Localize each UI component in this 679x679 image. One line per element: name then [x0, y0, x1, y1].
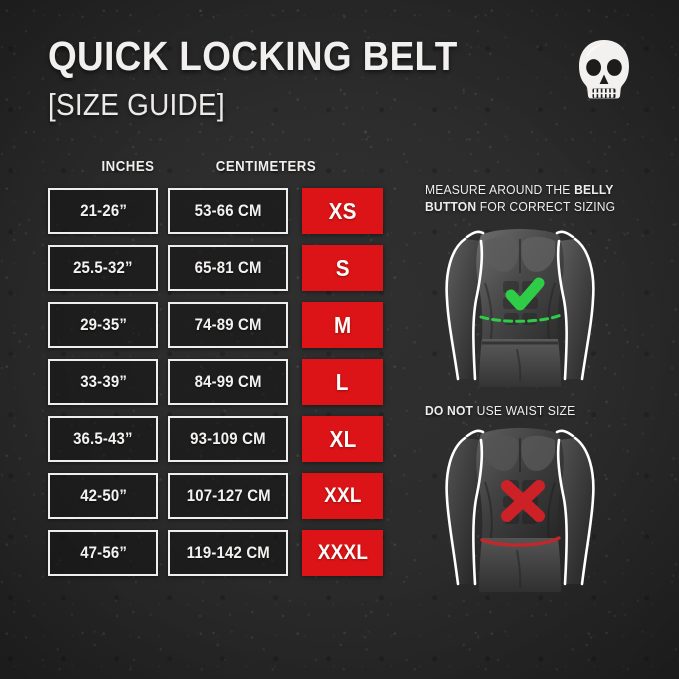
incorrect-torso-figure [425, 424, 630, 594]
cell-centimeters: 107-127 CM [168, 473, 289, 519]
caption-bold-text: BELLY BUTTON [425, 182, 614, 214]
size-badge-label: L [336, 368, 350, 395]
measurement-guide-panel: MEASURE AROUND THE BELLY BUTTON FOR CORR… [425, 182, 650, 594]
cell-centimeters: 74-89 CM [168, 302, 289, 348]
cell-centimeters-value: 53-66 CM [194, 201, 262, 220]
size-badge-label: XXXL [317, 541, 368, 564]
size-badge-label: XL [329, 425, 357, 452]
caption-bold-text-2: DO NOT [425, 403, 474, 419]
cell-centimeters: 119-142 CM [168, 530, 289, 576]
size-badge-xxxl: XXXL [302, 530, 383, 576]
table-row: 36.5-43” 93-109 CM XL [48, 416, 383, 462]
cell-centimeters: 65-81 CM [168, 245, 289, 291]
column-header-inches: INCHES [101, 158, 155, 175]
cell-centimeters-value: 65-81 CM [194, 258, 262, 277]
page-title: QUICK LOCKING BELT [48, 33, 458, 79]
cell-inches: 29-35” [48, 302, 159, 348]
size-badge-label: M [333, 311, 352, 338]
cell-inches: 47-56” [48, 530, 159, 576]
cell-inches: 33-39” [48, 359, 159, 405]
size-badge-xl: XL [302, 416, 383, 462]
cell-inches-value: 42-50” [79, 486, 127, 505]
cell-centimeters: 84-99 CM [168, 359, 289, 405]
size-badge-l: L [302, 359, 383, 405]
dashed-green-measure-line [479, 313, 563, 323]
cell-inches: 25.5-32” [48, 245, 159, 291]
table-row: 21-26” 53-66 CM XS [48, 188, 383, 234]
table-row: 25.5-32” 65-81 CM S [48, 245, 383, 291]
cell-centimeters: 93-109 CM [168, 416, 289, 462]
cell-inches-value: 36.5-43” [73, 429, 133, 448]
cell-centimeters-value: 84-99 CM [194, 372, 262, 391]
caption-lead-text: MEASURE AROUND THE [425, 182, 575, 197]
caption-tail-text: FOR CORRECT SIZING [476, 198, 616, 214]
size-badge-label: S [335, 254, 350, 281]
caption-tail-text-2: USE WAIST SIZE [473, 403, 576, 419]
cell-inches-value: 47-56” [79, 543, 127, 562]
skull-icon [575, 38, 633, 110]
cell-inches-value: 25.5-32” [73, 258, 133, 277]
size-badge-s: S [302, 245, 383, 291]
cell-inches-value: 33-39” [79, 372, 127, 391]
correct-torso-figure [425, 221, 630, 391]
size-badge-m: M [302, 302, 383, 348]
cell-centimeters-value: 119-142 CM [186, 543, 270, 562]
green-check-icon [505, 277, 545, 311]
cell-centimeters-value: 93-109 CM [190, 429, 267, 448]
cell-inches-value: 29-35” [79, 315, 127, 334]
table-row: 47-56” 119-142 CM XXXL [48, 530, 383, 576]
table-row: 42-50” 107-127 CM XXL [48, 473, 383, 519]
size-badge-xs: XS [302, 188, 383, 234]
table-row: 29-35” 74-89 CM M [48, 302, 383, 348]
cell-inches: 21-26” [48, 188, 159, 234]
size-badge-label: XS [328, 197, 357, 224]
red-cross-icon [501, 479, 545, 522]
correct-measure-caption: MEASURE AROUND THE BELLY BUTTON FOR CORR… [425, 182, 634, 215]
size-badge-xxl: XXL [302, 473, 383, 519]
incorrect-measure-caption: DO NOT USE WAIST SIZE [425, 403, 634, 420]
page-subtitle: [SIZE GUIDE] [48, 87, 225, 122]
cell-centimeters-value: 107-127 CM [186, 486, 271, 505]
column-header-centimeters: CENTIMETERS [215, 158, 317, 175]
title-block: QUICK LOCKING BELT [SIZE GUIDE] [48, 33, 503, 122]
cell-inches: 42-50” [48, 473, 159, 519]
cell-centimeters: 53-66 CM [168, 188, 289, 234]
size-table: INCHES CENTIMETERS 21-26” 53-66 CM XS 25.5-… [48, 158, 383, 587]
table-header-row: INCHES CENTIMETERS [48, 158, 383, 180]
cell-inches: 36.5-43” [48, 416, 159, 462]
size-badge-label: XXL [323, 484, 362, 507]
red-waistband-line [480, 536, 561, 547]
cell-inches-value: 21-26” [79, 201, 127, 220]
table-body: 21-26” 53-66 CM XS 25.5-32” 65-81 CM S 29-35” 7… [48, 188, 383, 576]
table-row: 33-39” 84-99 CM L [48, 359, 383, 405]
cell-centimeters-value: 74-89 CM [194, 315, 262, 334]
